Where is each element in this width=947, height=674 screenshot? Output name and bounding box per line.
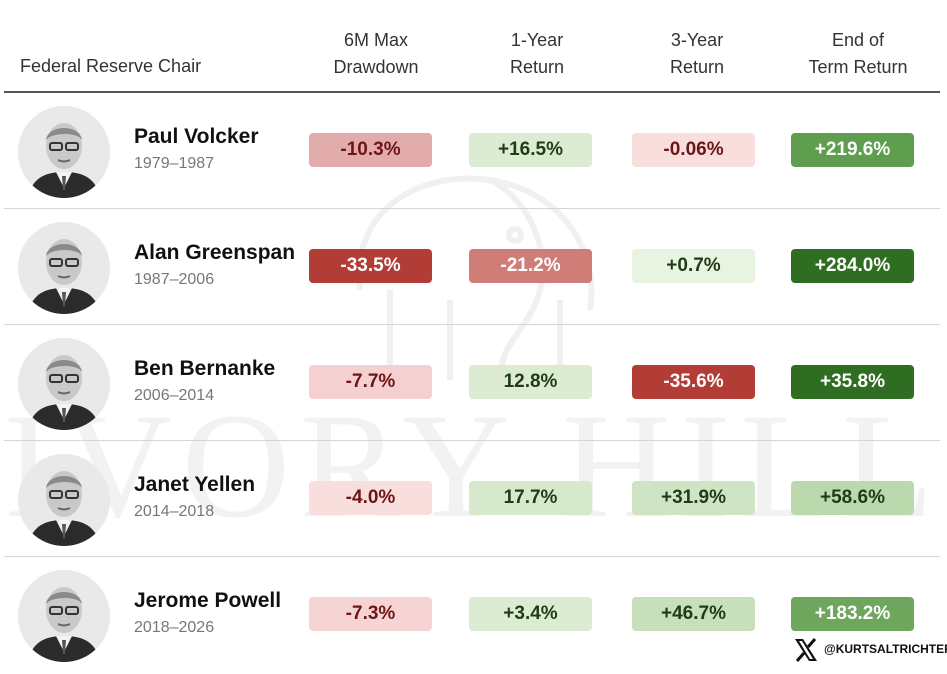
chair-name: Paul Volcker xyxy=(134,125,259,148)
portrait-avatar xyxy=(18,338,110,430)
chair-name: Jerome Powell xyxy=(134,589,282,612)
row-divider xyxy=(4,556,940,557)
one-year-return-cell: 12.8% xyxy=(469,365,592,399)
chair-term: 2006–2014 xyxy=(134,387,215,404)
header-chair: Federal Reserve Chair xyxy=(20,56,202,76)
portrait-avatar xyxy=(18,570,110,662)
row-divider xyxy=(4,440,940,441)
chair-term: 1979–1987 xyxy=(134,155,215,172)
row-divider xyxy=(4,324,940,325)
chair-term: 2018–2026 xyxy=(134,619,215,636)
three-year-return-cell: +31.9% xyxy=(632,481,755,515)
end-of-term-return-cell: +183.2% xyxy=(791,597,914,631)
drawdown-cell: -7.3% xyxy=(309,597,432,631)
three-year-return-cell: +0.7% xyxy=(632,249,755,283)
header-1y-return: 1-Year Return xyxy=(509,30,565,77)
table-header: Federal Reserve Chair 6M Max Drawdown 1-Y… xyxy=(0,0,947,92)
header-drawdown: 6M Max Drawdown xyxy=(333,30,419,77)
author-handle: @KURTSALTRICHTER xyxy=(824,642,947,656)
table-row: Ben Bernanke 2006–2014 -7.7% 12.8% -35.6% +35… xyxy=(4,325,940,441)
end-of-term-return-cell: +58.6% xyxy=(791,481,914,515)
chair-name: Ben Bernanke xyxy=(134,357,276,380)
chair-term: 1987–2006 xyxy=(134,271,215,288)
three-year-return-cell: -35.6% xyxy=(632,365,755,399)
table-row: Paul Volcker 1979–1987 -10.3% +16.5% -0.06% +… xyxy=(4,93,940,209)
one-year-return-cell: -21.2% xyxy=(469,249,592,283)
chair-term: 2014–2018 xyxy=(134,503,215,520)
drawdown-cell: -10.3% xyxy=(309,133,432,167)
row-divider xyxy=(4,208,940,209)
portrait-avatar xyxy=(18,106,110,198)
three-year-return-cell: -0.06% xyxy=(632,133,755,167)
table-row: Jerome Powell 2018–2026 -7.3% +3.4% +46.7% +1… xyxy=(4,557,940,673)
end-of-term-return-cell: +284.0% xyxy=(791,249,914,283)
drawdown-cell: -7.7% xyxy=(309,365,432,399)
chair-name: Alan Greenspan xyxy=(134,241,296,264)
header-rule xyxy=(4,91,940,93)
one-year-return-cell: +3.4% xyxy=(469,597,592,631)
portrait-avatar xyxy=(18,454,110,546)
x-logo-icon xyxy=(795,638,817,662)
one-year-return-cell: 17.7% xyxy=(469,481,592,515)
three-year-return-cell: +46.7% xyxy=(632,597,755,631)
header-end-of-term-return: End of Term Return xyxy=(808,30,908,77)
chair-name: Janet Yellen xyxy=(134,473,256,496)
drawdown-cell: -4.0% xyxy=(309,481,432,515)
end-of-term-return-cell: +219.6% xyxy=(791,133,914,167)
table-row: Janet Yellen 2014–2018 -4.0% 17.7% +31.9% +58… xyxy=(4,441,940,557)
portrait-avatar xyxy=(18,222,110,314)
one-year-return-cell: +16.5% xyxy=(469,133,592,167)
end-of-term-return-cell: +35.8% xyxy=(791,365,914,399)
table-row: Alan Greenspan 1987–2006 -33.5% -21.2% +0.7%… xyxy=(4,209,940,325)
drawdown-cell: -33.5% xyxy=(309,249,432,283)
watermark-text: IVORY HILL xyxy=(3,383,944,549)
header-3y-return: 3-Year Return xyxy=(669,30,725,77)
